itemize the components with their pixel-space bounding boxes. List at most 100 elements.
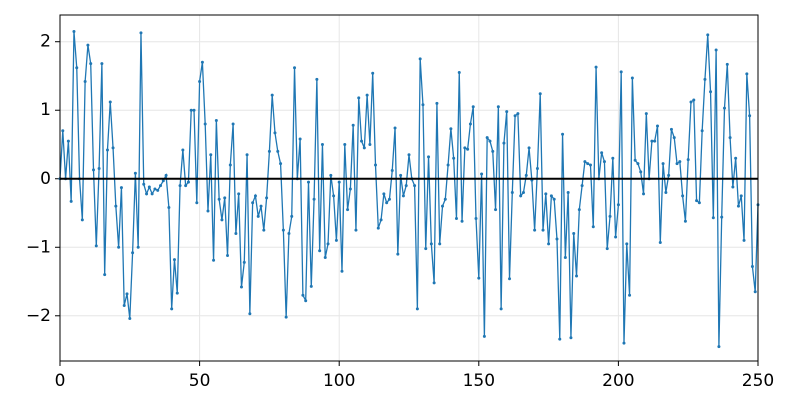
data-point xyxy=(650,139,654,143)
data-point xyxy=(357,96,361,100)
data-point xyxy=(477,276,481,280)
data-point xyxy=(482,334,486,338)
x-tick-label: 0 xyxy=(55,371,66,391)
data-point xyxy=(505,110,509,114)
data-point xyxy=(362,146,366,150)
data-point xyxy=(401,194,405,198)
x-tick-label: 250 xyxy=(742,371,774,391)
data-point xyxy=(220,218,224,222)
data-point xyxy=(538,92,542,96)
data-point xyxy=(105,148,109,152)
data-point xyxy=(239,285,243,289)
data-point xyxy=(527,146,531,150)
data-point xyxy=(203,122,207,126)
data-point xyxy=(159,184,163,188)
data-point xyxy=(588,163,592,167)
data-point xyxy=(142,182,146,186)
data-point xyxy=(251,201,255,205)
data-point xyxy=(128,317,132,321)
data-point xyxy=(661,162,665,166)
data-point xyxy=(214,119,218,123)
data-point xyxy=(753,290,757,294)
data-point xyxy=(591,225,595,229)
data-point xyxy=(499,307,503,311)
data-point xyxy=(438,242,442,246)
x-tick-label: 50 xyxy=(189,371,211,391)
data-point xyxy=(516,112,520,116)
data-point xyxy=(368,142,372,146)
data-point xyxy=(739,194,743,198)
data-point xyxy=(644,112,648,116)
data-point xyxy=(136,245,140,249)
data-point xyxy=(276,149,280,153)
data-point xyxy=(725,62,729,66)
data-point xyxy=(418,57,422,61)
data-point xyxy=(611,156,615,160)
y-tick-label: −2 xyxy=(26,306,51,326)
data-point xyxy=(103,273,107,277)
data-point xyxy=(111,146,115,150)
data-point xyxy=(379,218,383,222)
data-point xyxy=(407,153,411,157)
data-point xyxy=(284,315,288,319)
data-point xyxy=(697,201,701,205)
data-point xyxy=(667,173,671,177)
data-point xyxy=(273,131,277,135)
data-point xyxy=(119,186,123,190)
data-point xyxy=(242,260,246,264)
data-point xyxy=(655,124,659,128)
data-point xyxy=(153,187,157,191)
x-tick-label: 150 xyxy=(463,371,495,391)
data-point xyxy=(371,71,375,75)
data-point xyxy=(198,79,202,83)
y-tick-label: −1 xyxy=(26,237,51,257)
data-point xyxy=(161,179,165,183)
data-point xyxy=(231,122,235,126)
data-point xyxy=(630,76,634,80)
data-point xyxy=(703,77,707,81)
data-point xyxy=(669,127,673,131)
data-point xyxy=(348,187,352,191)
data-point xyxy=(549,194,553,198)
data-point xyxy=(69,199,73,203)
data-point xyxy=(700,129,704,133)
data-point xyxy=(189,108,193,112)
data-point xyxy=(496,105,500,109)
data-point xyxy=(658,240,662,244)
data-point xyxy=(212,258,216,262)
data-point xyxy=(287,232,291,236)
data-point xyxy=(304,299,308,303)
data-point xyxy=(594,65,598,69)
data-point xyxy=(695,199,699,203)
data-point xyxy=(217,197,221,201)
data-point xyxy=(547,242,551,246)
data-point xyxy=(750,264,754,268)
data-point xyxy=(561,132,565,136)
data-point xyxy=(558,337,562,341)
data-point xyxy=(150,192,154,196)
data-point xyxy=(639,170,643,174)
data-point xyxy=(449,127,453,131)
data-point xyxy=(94,244,98,248)
data-point xyxy=(653,139,657,143)
data-point xyxy=(66,139,70,143)
data-point xyxy=(228,163,232,167)
data-point xyxy=(413,184,417,188)
data-point xyxy=(72,29,76,33)
data-point xyxy=(253,194,257,198)
data-point xyxy=(181,148,185,152)
y-tick-label: 2 xyxy=(40,32,51,52)
data-point xyxy=(89,62,93,66)
data-point xyxy=(519,194,523,198)
data-point xyxy=(681,194,685,198)
data-point xyxy=(717,345,721,349)
data-point xyxy=(346,208,350,212)
data-point xyxy=(270,93,274,97)
data-point xyxy=(583,160,587,164)
data-point xyxy=(262,228,266,232)
data-point xyxy=(234,232,238,236)
data-point xyxy=(373,163,377,167)
data-point xyxy=(117,245,121,249)
data-point xyxy=(742,238,746,242)
data-point xyxy=(318,249,322,253)
